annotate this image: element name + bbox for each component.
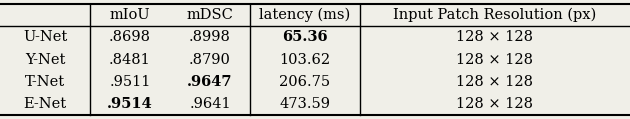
Text: latency (ms): latency (ms) (260, 8, 351, 22)
Text: U-Net: U-Net (23, 30, 67, 44)
Text: .9641: .9641 (189, 97, 231, 111)
Text: 65.36: 65.36 (282, 30, 328, 44)
Text: .8790: .8790 (189, 52, 231, 67)
Text: mDSC: mDSC (186, 8, 234, 22)
Text: .9647: .9647 (187, 75, 232, 89)
Text: E-Net: E-Net (23, 97, 67, 111)
Text: 128 × 128: 128 × 128 (457, 97, 534, 111)
Text: T-Net: T-Net (25, 75, 65, 89)
Text: 206.75: 206.75 (280, 75, 331, 89)
Text: .9511: .9511 (110, 75, 151, 89)
Text: .8481: .8481 (109, 52, 151, 67)
Text: .8998: .8998 (189, 30, 231, 44)
Text: .9514: .9514 (107, 97, 153, 111)
Text: 128 × 128: 128 × 128 (457, 30, 534, 44)
Text: mIoU: mIoU (110, 8, 151, 22)
Text: .8698: .8698 (109, 30, 151, 44)
Text: Input Patch Resolution (px): Input Patch Resolution (px) (393, 8, 597, 22)
Text: 128 × 128: 128 × 128 (457, 52, 534, 67)
Text: 128 × 128: 128 × 128 (457, 75, 534, 89)
Text: 473.59: 473.59 (280, 97, 331, 111)
Text: 103.62: 103.62 (280, 52, 331, 67)
Text: Y-Net: Y-Net (25, 52, 65, 67)
